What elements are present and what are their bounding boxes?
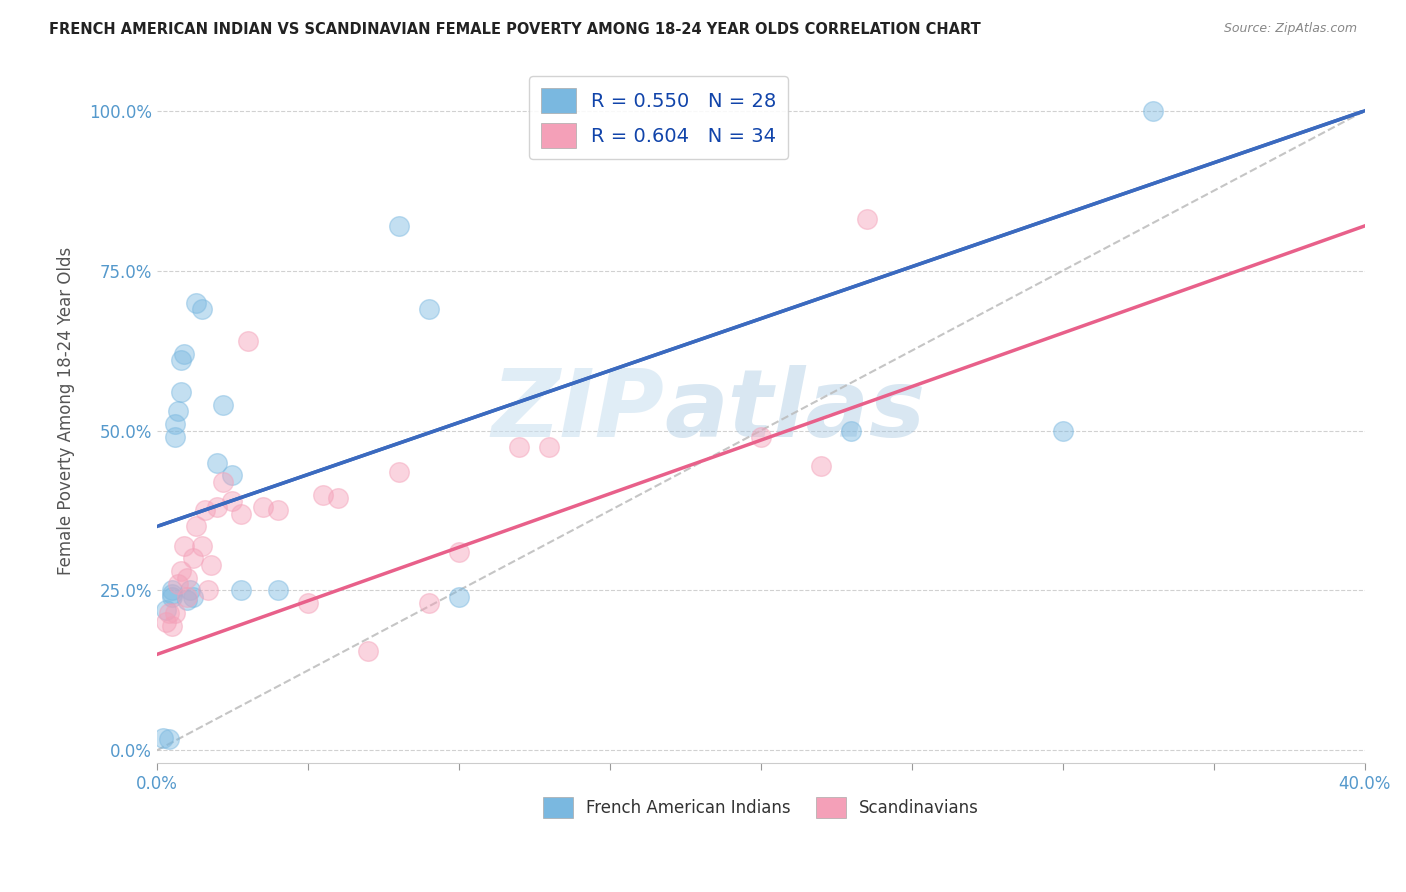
Point — [152, 731, 174, 745]
Point — [176, 571, 198, 585]
Point — [267, 583, 290, 598]
Point — [173, 347, 195, 361]
Point — [855, 212, 877, 227]
Point — [170, 353, 193, 368]
Point — [167, 404, 190, 418]
Point — [231, 583, 253, 598]
Point — [810, 458, 832, 473]
Point — [387, 465, 409, 479]
Point — [165, 430, 187, 444]
Point — [1142, 103, 1164, 118]
Point — [538, 440, 561, 454]
Point — [236, 334, 259, 348]
Text: FRENCH AMERICAN INDIAN VS SCANDINAVIAN FEMALE POVERTY AMONG 18-24 YEAR OLDS CORR: FRENCH AMERICAN INDIAN VS SCANDINAVIAN F… — [49, 22, 981, 37]
Point — [157, 606, 180, 620]
Point — [231, 507, 253, 521]
Point — [200, 558, 222, 572]
Point — [749, 430, 772, 444]
Point — [207, 500, 229, 515]
Point — [212, 475, 235, 489]
Point — [197, 583, 219, 598]
Point — [387, 219, 409, 233]
Point — [1052, 424, 1074, 438]
Text: atlas: atlas — [664, 366, 925, 458]
Point — [157, 731, 180, 746]
Point — [160, 618, 183, 632]
Point — [155, 602, 177, 616]
Text: ZIP: ZIP — [491, 366, 664, 458]
Point — [194, 503, 217, 517]
Point — [267, 503, 290, 517]
Point — [186, 519, 208, 533]
Point — [312, 487, 335, 501]
Point — [165, 606, 187, 620]
Point — [181, 590, 204, 604]
Point — [191, 539, 214, 553]
Point — [326, 491, 349, 505]
Point — [181, 551, 204, 566]
Point — [173, 539, 195, 553]
Point — [447, 590, 470, 604]
Point — [221, 494, 243, 508]
Point — [170, 385, 193, 400]
Point — [191, 301, 214, 316]
Point — [160, 590, 183, 604]
Point — [447, 545, 470, 559]
Text: Source: ZipAtlas.com: Source: ZipAtlas.com — [1223, 22, 1357, 36]
Point — [841, 424, 863, 438]
Point — [207, 456, 229, 470]
Legend: French American Indians, Scandinavians: French American Indians, Scandinavians — [536, 790, 986, 825]
Point — [357, 644, 380, 658]
Point — [176, 590, 198, 604]
Point — [297, 596, 319, 610]
Point — [160, 587, 183, 601]
Point — [418, 301, 440, 316]
Point — [170, 564, 193, 578]
Point — [212, 398, 235, 412]
Point — [418, 596, 440, 610]
Point — [508, 440, 530, 454]
Point — [167, 577, 190, 591]
Point — [179, 583, 201, 598]
Point — [186, 295, 208, 310]
Point — [155, 615, 177, 630]
Y-axis label: Female Poverty Among 18-24 Year Olds: Female Poverty Among 18-24 Year Olds — [58, 247, 75, 575]
Point — [221, 468, 243, 483]
Point — [176, 593, 198, 607]
Point — [165, 417, 187, 432]
Point — [252, 500, 274, 515]
Point — [160, 583, 183, 598]
